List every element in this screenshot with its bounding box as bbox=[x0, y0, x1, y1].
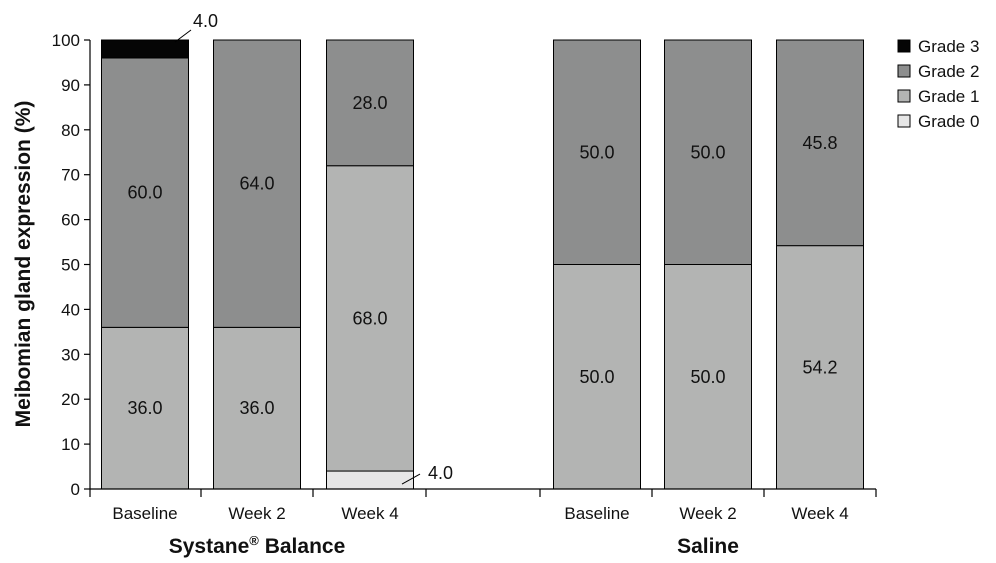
bar-segment-grade-0-systane-balance-week-4 bbox=[326, 470, 414, 490]
group-label-systane-base: Systane bbox=[169, 535, 250, 558]
y-tick-label-90: 90 bbox=[61, 76, 80, 95]
data-label-grade-1-bar-2: 68.0 bbox=[352, 308, 387, 328]
x-tick-label-saline-baseline: Baseline bbox=[564, 504, 629, 523]
y-axis-title: Meibomian gland expression (%) bbox=[12, 101, 35, 428]
y-tick-label-60: 60 bbox=[61, 211, 80, 230]
axes-layer: 0 10 20 30 40 50 60 70 80 90 100 Baseline Week 2 Week… bbox=[52, 31, 877, 523]
legend-label-grade-0: Grade 0 bbox=[918, 112, 979, 131]
data-label-grade-1-bar-1: 36.0 bbox=[239, 398, 274, 418]
data-label-grade-1-bar-4: 50.0 bbox=[690, 367, 725, 387]
legend-swatch-grade-3 bbox=[897, 39, 911, 53]
data-label-grade-0-bar-2: 4.0 bbox=[428, 463, 453, 483]
legend-label-grade-1: Grade 1 bbox=[918, 87, 979, 106]
x-tick-label-saline-week-2: Week 2 bbox=[679, 504, 736, 523]
bar-segment-grade-1-systane-balance-baseline bbox=[101, 326, 189, 490]
group-label-systane-rest: Balance bbox=[259, 535, 345, 558]
group-label-systane-balance: Systane® Balance bbox=[169, 533, 346, 558]
bar-segment-grade-3-systane-balance-baseline bbox=[101, 39, 189, 59]
data-label-grade-2-bar-3: 50.0 bbox=[579, 142, 614, 162]
x-tick-label-saline-week-4: Week 4 bbox=[791, 504, 848, 523]
legend-label-grade-2: Grade 2 bbox=[918, 62, 979, 81]
legend-swatch-grade-0 bbox=[897, 114, 911, 128]
y-tick-label-0: 0 bbox=[71, 480, 80, 499]
data-label-grade-2-bar-1: 64.0 bbox=[239, 174, 274, 194]
y-tick-label-80: 80 bbox=[61, 121, 80, 140]
bar-segment-grade-2-saline-week-2 bbox=[664, 39, 752, 265]
data-label-grade-2-bar-2: 28.0 bbox=[352, 93, 387, 113]
y-tick-label-70: 70 bbox=[61, 166, 80, 185]
data-label-grade-2-bar-5: 45.8 bbox=[802, 133, 837, 153]
data-label-grade-3-bar-0: 4.0 bbox=[193, 11, 218, 31]
data-labels-layer: 36.0 60.0 4.0 36.0 64.0 4.0 68.0 28.0 50.0 50.0 50… bbox=[127, 11, 838, 485]
bar-segment-grade-2-systane-balance-week-4 bbox=[326, 39, 414, 167]
bar-segment-grade-2-systane-balance-week-2 bbox=[213, 39, 301, 328]
y-tick-label-40: 40 bbox=[61, 300, 80, 319]
data-label-grade-1-bar-3: 50.0 bbox=[579, 367, 614, 387]
legend: Grade 3 Grade 2 Grade 1 Grade 0 bbox=[897, 37, 979, 131]
bar-segment-grade-2-saline-week-4 bbox=[776, 39, 864, 247]
y-tick-label-10: 10 bbox=[61, 435, 80, 454]
x-tick-label-systane-balance-week-4: Week 4 bbox=[341, 504, 398, 523]
data-label-grade-2-bar-4: 50.0 bbox=[690, 142, 725, 162]
x-tick-label-systane-balance-week-2: Week 2 bbox=[228, 504, 285, 523]
group-label-saline: Saline bbox=[677, 535, 739, 558]
data-label-grade-1-bar-5: 54.2 bbox=[802, 357, 837, 377]
group-label-systane-sup: ® bbox=[249, 533, 259, 548]
bar-segment-grade-2-saline-baseline bbox=[553, 39, 641, 265]
x-tick-label-systane-balance-baseline: Baseline bbox=[112, 504, 177, 523]
y-tick-label-50: 50 bbox=[61, 256, 80, 275]
bars-layer bbox=[101, 39, 864, 490]
legend-swatch-grade-2 bbox=[897, 64, 911, 78]
bar-segment-grade-1-saline-week-4 bbox=[776, 245, 864, 490]
y-tick-label-100: 100 bbox=[52, 31, 80, 50]
legend-label-grade-3: Grade 3 bbox=[918, 37, 979, 56]
data-label-grade-0-bar-2-leader bbox=[401, 473, 421, 485]
y-tick-label-20: 20 bbox=[61, 390, 80, 409]
data-label-grade-3-bar-0-leader bbox=[174, 29, 192, 43]
bar-segment-grade-2-systane-balance-baseline bbox=[101, 57, 189, 328]
y-tick-label-30: 30 bbox=[61, 345, 80, 364]
bar-segment-grade-1-systane-balance-week-4 bbox=[326, 165, 414, 472]
legend-swatch-grade-1 bbox=[897, 89, 911, 103]
data-label-grade-2-bar-0: 60.0 bbox=[127, 183, 162, 203]
data-label-grade-1-bar-0: 36.0 bbox=[127, 398, 162, 418]
